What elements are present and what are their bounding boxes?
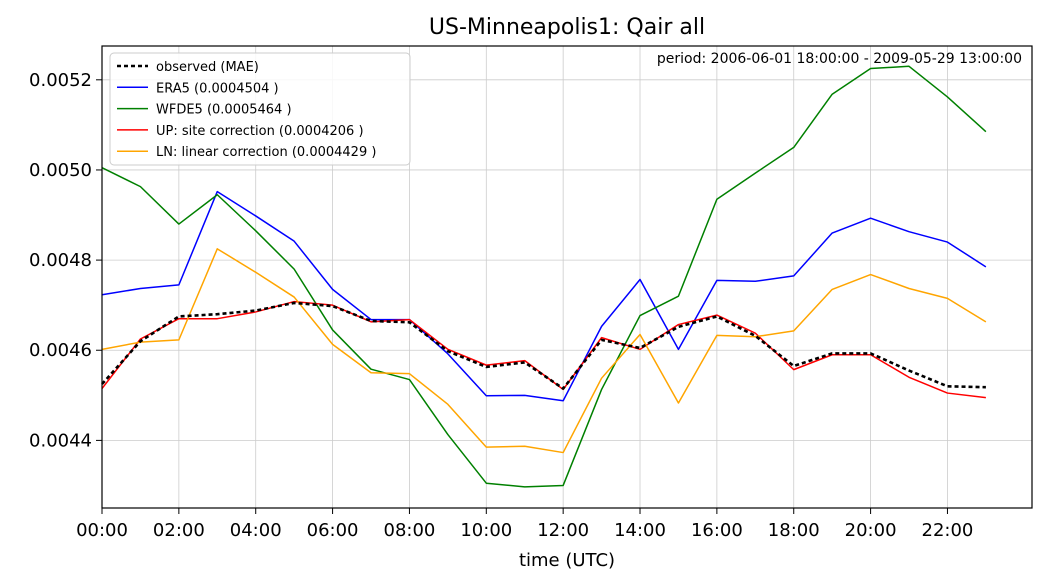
- grid: [101, 46, 1032, 508]
- series-line-3: [101, 300, 986, 399]
- legend-label: UP: site correction (0.0004206 ): [156, 124, 364, 139]
- legend-label: LN: linear correction (0.0004429 ): [156, 145, 376, 160]
- series-line-0: [101, 301, 986, 390]
- x-tick-label: 04:00: [230, 520, 282, 541]
- series-line-2: [101, 65, 987, 488]
- legend-label: observed (MAE): [156, 60, 259, 75]
- legend-label: ERA5 (0.0004504 ): [156, 81, 279, 96]
- x-axis-label: time (UTC): [519, 550, 615, 571]
- series-lines: [101, 65, 987, 488]
- x-tick-label: 00:00: [76, 520, 128, 541]
- x-tick-label: 06:00: [307, 520, 359, 541]
- y-tick-label: 0.0050: [29, 160, 92, 181]
- x-tick-label: 12:00: [537, 520, 589, 541]
- series-line-1: [101, 190, 987, 402]
- y-tick-label: 0.0044: [29, 430, 92, 451]
- y-tick-label: 0.0046: [29, 340, 92, 361]
- x-tick-label: 22:00: [922, 520, 974, 541]
- x-tick-label: 20:00: [845, 520, 897, 541]
- period-annotation: period: 2006-06-01 18:00:00 - 2009-05-29…: [657, 51, 1022, 67]
- x-tick-label: 16:00: [691, 520, 743, 541]
- y-tick-label: 0.0048: [29, 250, 92, 271]
- x-tick-label: 02:00: [153, 520, 205, 541]
- y-tick-label: 0.0052: [29, 70, 92, 91]
- x-tick-label: 10:00: [460, 520, 512, 541]
- series-line-4: [101, 248, 987, 454]
- legend-box: [109, 52, 411, 166]
- legend-label: WFDE5 (0.0005464 ): [156, 103, 292, 118]
- y-axis: 0.0044 0.0046 0.0048 0.0050 0.0052: [29, 70, 102, 451]
- x-tick-label: 14:00: [614, 520, 666, 541]
- chart-title: US-Minneapolis1: Qair all: [429, 15, 705, 40]
- x-tick-label: 18:00: [768, 520, 820, 541]
- x-axis: 00:00 02:00 04:00 06:00 08:00 10:00 12:00 14:00…: [76, 508, 973, 541]
- legend: observed (MAE) ERA5 (0.0004504 ) WFDE5 (0.…: [109, 52, 411, 166]
- x-tick-label: 08:00: [384, 520, 436, 541]
- plot-frame: [101, 45, 1033, 509]
